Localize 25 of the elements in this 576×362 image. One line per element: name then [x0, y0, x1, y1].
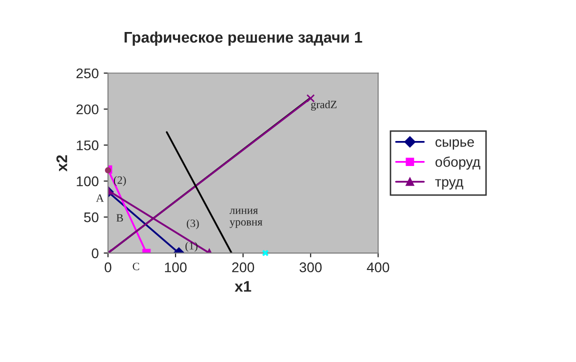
y-tick-label: 0 — [92, 248, 98, 258]
annotation: B — [116, 214, 123, 222]
annotation: линия уровня — [230, 208, 262, 228]
y-tick-label: 250 — [76, 68, 98, 78]
x-tick-label: 300 — [300, 262, 322, 272]
y-tick-label: 100 — [76, 176, 98, 186]
legend-label: сырье — [436, 139, 474, 150]
text: A — [96, 194, 104, 202]
annotation: gradZ — [311, 100, 337, 111]
chart-title: Графическое решение задачи 1 — [124, 31, 362, 46]
legend-label: труд — [435, 179, 464, 190]
legend-label: оборуд — [436, 156, 480, 170]
x-tick-label: 400 — [366, 262, 390, 272]
x-tick-label: 100 — [165, 262, 187, 272]
y-tick-label: 50 — [84, 212, 98, 222]
annotation: (3) — [186, 219, 199, 230]
annotation: (2) — [114, 176, 126, 186]
x-tick-label: 0 — [104, 262, 112, 272]
annotation: (1) — [185, 242, 198, 252]
x-tick-label: 200 — [232, 262, 254, 272]
y-tick-label: 200 — [76, 104, 98, 114]
x-axis-title: x1 — [234, 281, 252, 292]
y-tick-label: 150 — [76, 140, 98, 150]
y-axis-title: x2 — [56, 155, 68, 172]
text: C — [132, 262, 140, 270]
